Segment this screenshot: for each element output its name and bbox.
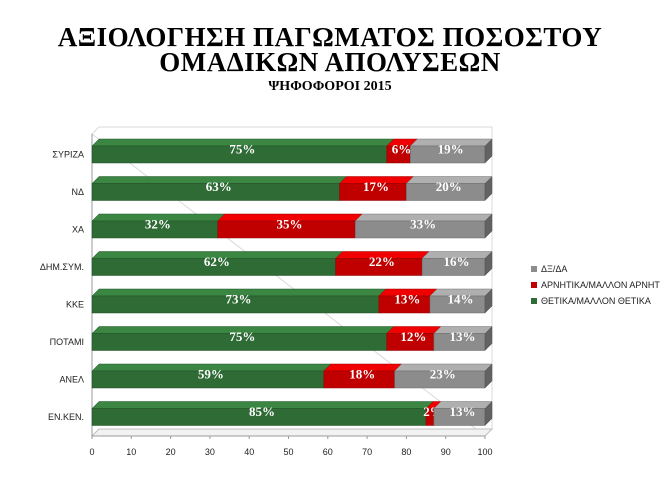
category-label: ΣΥΡΙΖΑ — [52, 150, 84, 160]
data-label: 22% — [369, 254, 395, 269]
category-label: ΧΑ — [72, 225, 84, 235]
legend-swatch — [531, 266, 537, 272]
bar-side — [484, 288, 493, 314]
data-label: 85% — [249, 404, 275, 419]
legend-label: ΑΡΝΗΤΙΚΑ/ΜΑΛΛΟΝ ΑΡΝΗΤΙ — [541, 280, 660, 290]
data-label: 13% — [449, 329, 475, 344]
chart-subtitle: ΨΗΦΟΦΟΡΟΙ 2015 — [268, 79, 392, 94]
chart-legend: ΔΞ/ΔΑ ΑΡΝΗΤΙΚΑ/ΜΑΛΛΟΝ ΑΡΝΗΤΙ ΘΕΤΙΚΑ/ΜΑΛΛΟΝ… — [531, 264, 660, 306]
data-label: 16% — [444, 254, 470, 269]
category-label: ΑΝΕΛ — [59, 375, 84, 385]
data-label: 73% — [225, 292, 251, 307]
x-tick-label: 60 — [323, 447, 333, 457]
data-label: 62% — [204, 254, 230, 269]
category-label: ΔΗΜ.ΣΥΜ. — [40, 262, 84, 272]
bar-row: 75% 6% 19% — [91, 138, 493, 164]
bar-row: 75% 12% 13% — [91, 325, 493, 352]
data-label: 75% — [229, 142, 255, 157]
bar-row: 73% 13% 14% — [91, 288, 493, 314]
data-label: 13% — [394, 292, 420, 307]
x-tick-label: 10 — [126, 447, 136, 457]
data-label: 13% — [449, 404, 475, 419]
data-label: 23% — [430, 367, 456, 382]
x-tick-label: 40 — [244, 447, 254, 457]
category-label: ΠΟΤΑΜΙ — [50, 337, 84, 347]
bar-side — [484, 213, 493, 239]
x-tick-label: 20 — [166, 447, 176, 457]
bar-row: 63% 17% 20% — [91, 175, 493, 202]
data-label: 6% — [392, 142, 412, 157]
legend-label: ΔΞ/ΔΑ — [541, 264, 567, 274]
plot-floor — [90, 428, 494, 437]
legend-label: ΘΕΤΙΚΑ/ΜΑΛΛΟΝ ΘΕΤΙΚΑ — [541, 296, 651, 306]
plot-frame — [91, 126, 493, 437]
data-label: 63% — [206, 179, 232, 194]
data-label: 59% — [198, 367, 224, 382]
legend-swatch — [531, 282, 537, 288]
data-label: 75% — [229, 329, 255, 344]
bar-row: 59% 18% 23% — [91, 363, 493, 389]
data-label: 32% — [145, 217, 171, 232]
category-label: ΕΝ.ΚΕΝ. — [48, 412, 84, 422]
x-tick-label: 90 — [441, 447, 451, 457]
x-axis-ticks: 0 10 20 30 40 50 60 70 80 90 100 — [89, 436, 493, 457]
bar-side — [484, 175, 493, 202]
category-label: ΚΚΕ — [66, 300, 84, 310]
chart-bars: 75% 6% 19% 63% 17% 20% 32% 35% 33% 62% 22% 16% 73% 13… — [91, 138, 493, 427]
x-tick-label: 100 — [477, 447, 492, 457]
data-label: 19% — [438, 142, 464, 157]
data-label: 35% — [277, 217, 303, 232]
x-tick-label: 0 — [89, 447, 94, 457]
data-label: 12% — [400, 329, 426, 344]
chart-title-line-1: ΑΞΙΟΛΟΓΗΣΗ ΠΑΓΩΜΑΤΟΣ ΠΟΣΟΣΤΟΥ — [57, 22, 603, 52]
bar-side — [484, 363, 493, 389]
x-tick-label: 80 — [401, 447, 411, 457]
legend-swatch — [531, 298, 537, 304]
bar-side — [484, 250, 493, 277]
bar-row: 62% 22% 16% — [91, 250, 493, 277]
bar-row: 85% 2% 13% — [91, 400, 493, 427]
data-label: 17% — [363, 179, 389, 194]
data-label: 18% — [349, 367, 375, 382]
data-label: 20% — [436, 179, 462, 194]
category-label: ΝΔ — [71, 187, 84, 197]
chart-title-line-2: ΟΜΑΔΙΚΩΝ ΑΠΟΛΥΣΕΩΝ — [159, 47, 501, 77]
bar-side — [484, 400, 493, 427]
bar-side — [484, 325, 493, 352]
data-label: 14% — [447, 292, 473, 307]
x-tick-label: 70 — [362, 447, 372, 457]
x-tick-label: 30 — [205, 447, 215, 457]
y-axis-categories: ΣΥΡΙΖΑ ΝΔ ΧΑ ΔΗΜ.ΣΥΜ. ΚΚΕ ΠΟΤΑΜΙ ΑΝΕΛ ΕΝ.ΚΕΝ. — [40, 150, 84, 423]
chart-axes — [90, 126, 494, 437]
data-label: 33% — [410, 217, 436, 232]
bar-side — [484, 138, 493, 164]
x-tick-label: 50 — [283, 447, 293, 457]
bar-row: 32% 35% 33% — [91, 213, 493, 239]
